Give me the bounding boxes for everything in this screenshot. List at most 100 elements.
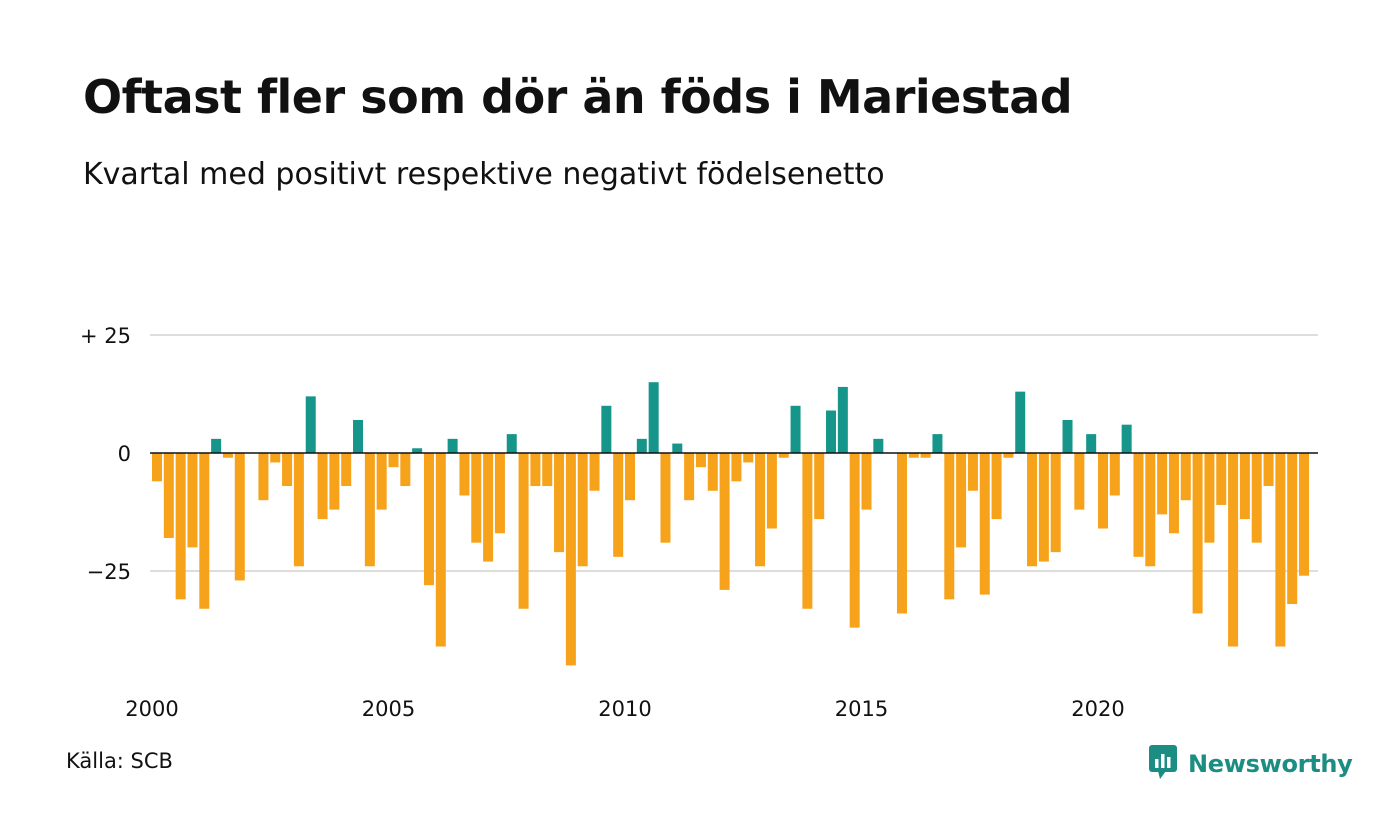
bar [187, 453, 198, 548]
bar [778, 453, 789, 458]
bar [234, 453, 245, 581]
bar [814, 453, 825, 520]
bar [956, 453, 967, 548]
bar [1145, 453, 1156, 567]
x-tick-label: 2015 [835, 697, 888, 721]
bar [1109, 453, 1120, 496]
bar [625, 453, 635, 501]
bar [1074, 453, 1085, 510]
bar [317, 453, 328, 520]
x-tick-label: 2000 [125, 697, 178, 721]
bar [1133, 453, 1144, 557]
bar [1192, 453, 1203, 614]
bar [1050, 453, 1061, 553]
bar [695, 453, 706, 468]
bar [542, 453, 553, 487]
bar [1251, 453, 1262, 543]
bar [896, 453, 907, 614]
bar [1098, 453, 1108, 529]
bar [376, 453, 387, 510]
bar [991, 453, 1002, 520]
bar [1228, 453, 1239, 647]
bar [554, 453, 565, 553]
x-tick-label: 2020 [1071, 697, 1124, 721]
bar [660, 453, 671, 543]
brand-name: Newsworthy [1188, 750, 1353, 778]
chart-subtitle: Kvartal med positivt respektive negativt… [83, 157, 885, 192]
bar [648, 382, 659, 453]
bar [802, 453, 813, 609]
newsworthy-logo[interactable]: Newsworthy [1148, 744, 1353, 784]
bar [353, 419, 364, 453]
bar [1038, 453, 1049, 562]
bar [1239, 453, 1250, 520]
bar [447, 438, 458, 453]
bar [826, 410, 837, 453]
bar [1299, 453, 1310, 576]
bar [258, 453, 269, 501]
bar [388, 453, 399, 468]
bar [1062, 419, 1073, 453]
bar [873, 438, 884, 453]
bar [364, 453, 375, 567]
bar [199, 453, 210, 609]
bar [222, 453, 233, 458]
bar [601, 405, 612, 453]
bar [766, 453, 777, 529]
bar [483, 453, 494, 562]
bar [979, 453, 990, 595]
bar [837, 386, 848, 453]
bar [494, 453, 505, 534]
bar [305, 396, 316, 453]
bar [459, 453, 470, 496]
grid-lines [150, 334, 1318, 572]
bar [684, 453, 695, 501]
bar [743, 453, 754, 463]
bar [1027, 453, 1038, 567]
bar [589, 453, 600, 491]
bar [719, 453, 730, 590]
bar [932, 434, 943, 453]
bar [790, 405, 801, 453]
bar [707, 453, 718, 491]
bar [530, 453, 541, 487]
bar [1003, 453, 1014, 458]
bar [341, 453, 352, 487]
y-tick-label: −25 [87, 560, 131, 584]
y-tick-label: + 25 [80, 324, 131, 348]
x-axis-ticks: 2000 2005 2010 2015 2020 [125, 697, 1124, 721]
bar [435, 453, 446, 647]
bar [1086, 434, 1097, 453]
bar [152, 453, 162, 482]
bar [731, 453, 742, 482]
bar [672, 443, 683, 453]
bar [1263, 453, 1274, 487]
bar [211, 438, 222, 453]
bar [329, 453, 340, 510]
y-axis-ticks: + 25 0 −25 [80, 324, 131, 584]
bar [423, 453, 434, 586]
chat-bar-chart-icon [1148, 744, 1178, 784]
bar [1015, 391, 1026, 453]
bar [518, 453, 529, 609]
bar [270, 453, 281, 463]
y-tick-label: 0 [118, 442, 131, 466]
bar [861, 453, 872, 510]
bar [908, 453, 919, 458]
bar [944, 453, 955, 600]
bar [282, 453, 293, 487]
bar [755, 453, 766, 567]
bar [1275, 453, 1286, 647]
bar [163, 453, 174, 538]
x-tick-label: 2005 [362, 697, 415, 721]
bar [613, 453, 624, 557]
bar [967, 453, 978, 491]
bar [577, 453, 588, 567]
bar [920, 453, 931, 458]
bar [849, 453, 860, 628]
bar [1157, 453, 1168, 515]
chart-title: Oftast fler som dör än föds i Mariestad [83, 70, 1073, 124]
bar [1287, 453, 1298, 605]
bar [506, 434, 517, 453]
bar [175, 453, 186, 600]
